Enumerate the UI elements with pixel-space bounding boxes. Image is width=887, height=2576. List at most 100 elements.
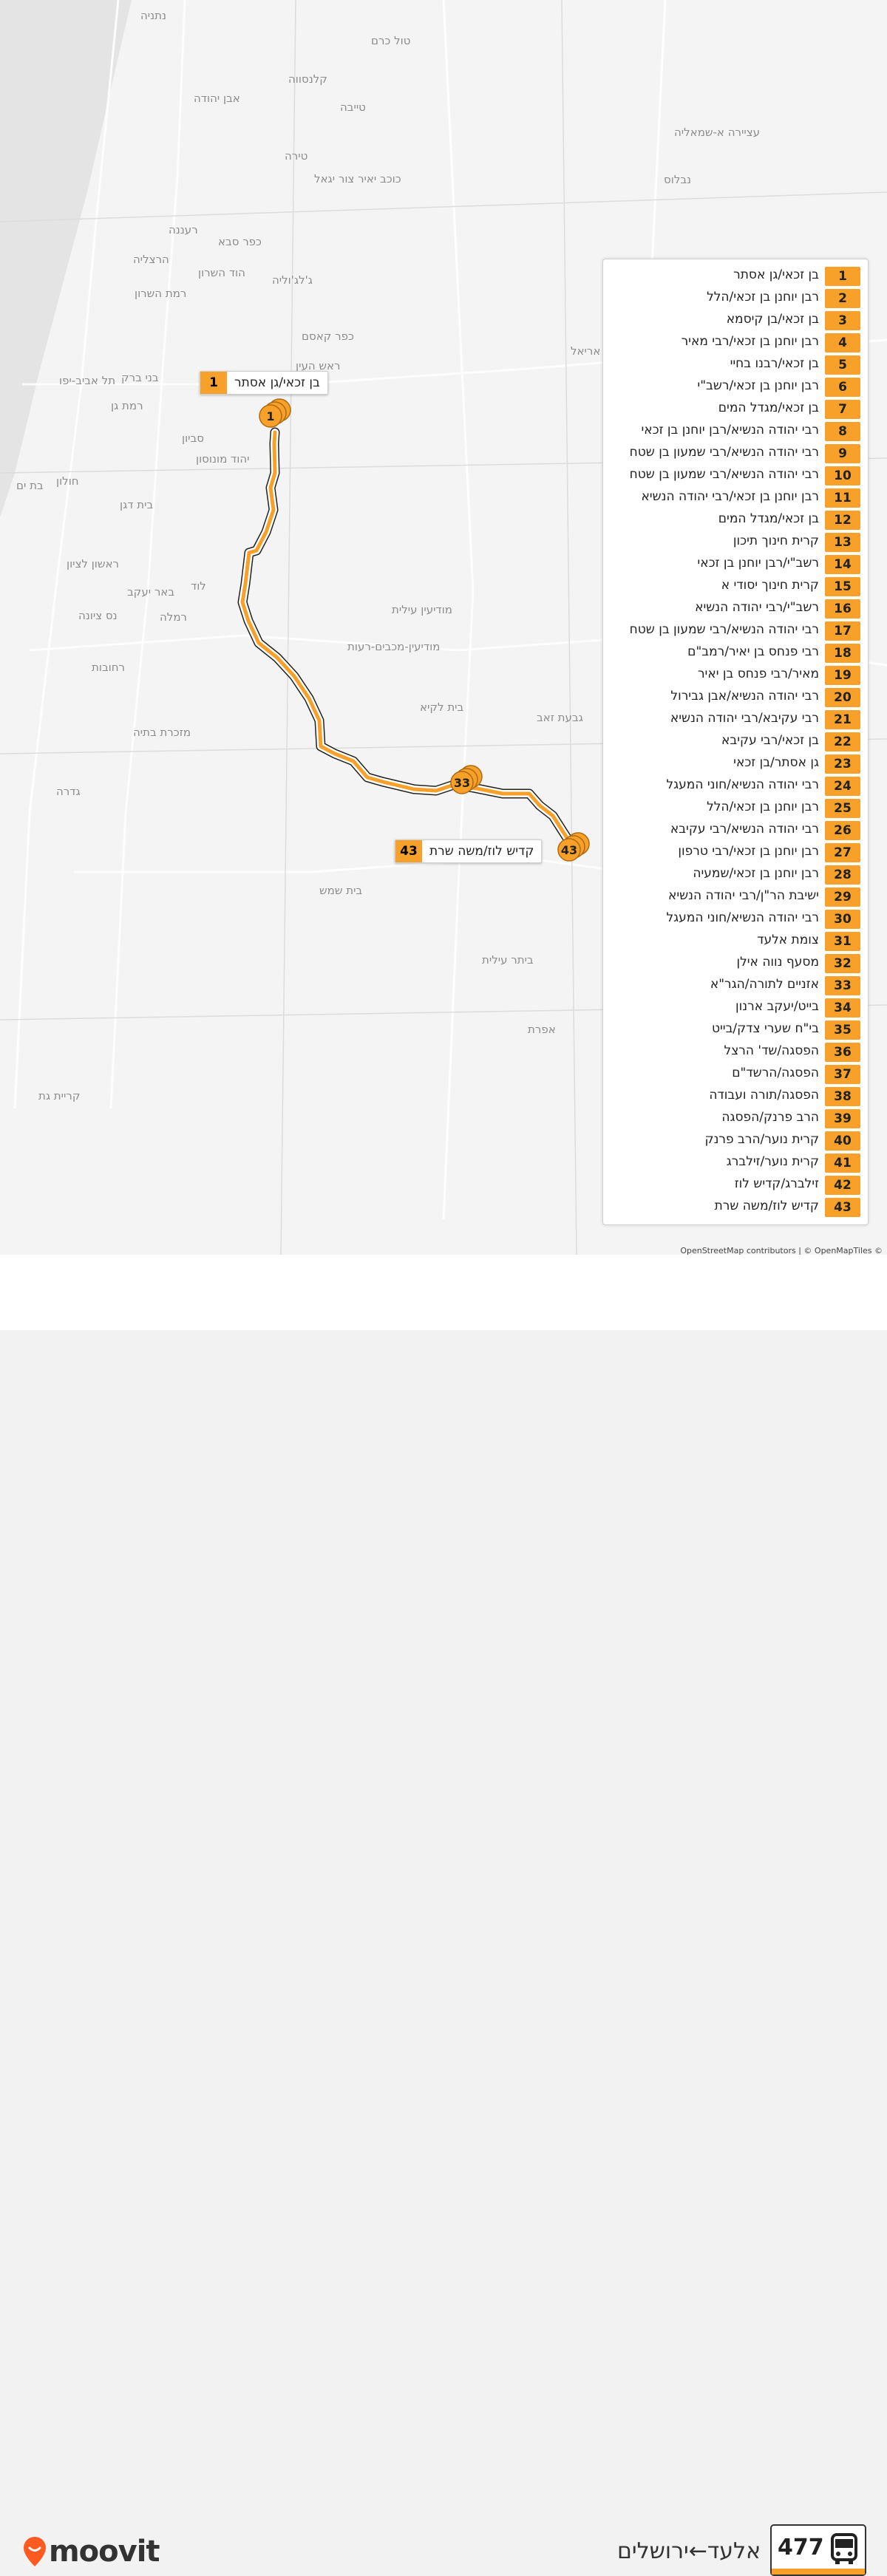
legend-stop-row[interactable]: 30 רבי יהודה הנשיא/חוני המעגל (603, 908, 868, 930)
legend-stop-name: רבי יהודה הנשיא/רבי עקיבא (670, 822, 819, 836)
legend-stop-number: 40 (825, 1131, 860, 1151)
legend-stop-row[interactable]: 43 קדיש לוז/משה שרת (603, 1196, 868, 1219)
legend-stop-row[interactable]: 37 הפסגה/הרשד"ם (603, 1063, 868, 1086)
legend-stop-row[interactable]: 31 צומת אלעד (603, 930, 868, 953)
stop-callout-name: קדיש לוז/משה שרת (429, 844, 534, 859)
route-color-bar (772, 2569, 865, 2575)
legend-stop-row[interactable]: 8 רבי יהודה הנשיא/רבן יוחנן בן זכאי (603, 420, 868, 443)
legend-stop-row[interactable]: 17 רבי יהודה הנשיא/רבי שמעון בן שטח (603, 620, 868, 642)
legend-stop-row[interactable]: 4 רבן יוחנן בן זכאי/רבי מאיר (603, 332, 868, 354)
legend-stop-row[interactable]: 20 רבי יהודה הנשיא/אבן גבירול (603, 686, 868, 709)
legend-stop-number: 41 (825, 1154, 860, 1173)
legend-stop-row[interactable]: 39 הרב פרנק/הפסגה (603, 1108, 868, 1130)
legend-stop-name: רבי יהודה הנשיא/רבי שמעון בן שטח (629, 622, 819, 637)
legend-stop-name: רבן יוחנן בן זכאי/הלל (707, 800, 819, 814)
town-label: מזכרת בתיה (133, 726, 191, 739)
legend-stop-name: רבי יהודה הנשיא/רבן יוחנן בן זכאי (641, 423, 819, 437)
legend-stop-name: רבי יהודה הנשיא/רבי שמעון בן שטח (629, 467, 819, 482)
legend-stop-number: 15 (825, 577, 860, 596)
town-label: עציירה א-שמאליה (674, 126, 760, 139)
legend-stop-name: מאיר/רבי פנחס בן יאיר (697, 667, 819, 681)
legend-stop-name: צומת אלעד (757, 933, 819, 947)
legend-stop-row[interactable]: 40 קרית נוער/הרב פרנק (603, 1130, 868, 1152)
town-label: רחובות (92, 661, 125, 674)
legend-stop-row[interactable]: 9 רבי יהודה הנשיא/רבי שמעון בן שטח (603, 443, 868, 465)
stop-callout-first[interactable]: 1 בן זכאי/גן אסתר (200, 371, 328, 395)
legend-stop-row[interactable]: 21 רבי עקיבא/רבי יהודה הנשיא (603, 709, 868, 731)
town-label: באר יעקב (127, 585, 174, 599)
legend-stop-row[interactable]: 19 מאיר/רבי פנחס בן יאיר (603, 664, 868, 686)
town-label: אפרת (528, 1023, 556, 1036)
legend-stop-number: 37 (825, 1065, 860, 1084)
legend-stop-row[interactable]: 36 הפסגה/שד' הרצל (603, 1041, 868, 1063)
legend-stop-name: גן אסתר/בן זכאי (733, 755, 819, 770)
legend-stop-row[interactable]: 10 רבי יהודה הנשיא/רבי שמעון בן שטח (603, 465, 868, 487)
legend-stop-number: 7 (825, 400, 860, 419)
moovit-logo[interactable]: moovit (22, 2535, 160, 2569)
legend-stop-row[interactable]: 24 רבי יהודה הנשיא/חוני המעגל (603, 775, 868, 797)
legend-stop-row[interactable]: 38 הפסגה/תורה ועבודה (603, 1086, 868, 1108)
stop-marker[interactable]: 43 (557, 832, 590, 862)
stop-marker[interactable]: 1 (259, 398, 291, 428)
legend-stop-number: 28 (825, 865, 860, 885)
legend-stop-row[interactable]: 7 בן זכאי/מגדל המים (603, 398, 868, 420)
legend-stop-number: 39 (825, 1109, 860, 1128)
legend-stop-row[interactable]: 34 בייט/יעקב ארנון (603, 997, 868, 1019)
town-label: אבן יהודה (194, 92, 240, 105)
stop-marker[interactable]: 33 (450, 765, 483, 794)
legend-stop-number: 13 (825, 533, 860, 552)
legend-stop-name: רבי יהודה הנשיא/חוני המעגל (666, 910, 819, 925)
legend-stop-row[interactable]: 33 אזניים לתורה/הגר"א (603, 975, 868, 997)
legend-stop-number: 11 (825, 488, 860, 508)
legend-stop-row[interactable]: 6 רבן יוחנן בן זכאי/רשב"י (603, 376, 868, 398)
legend-stop-row[interactable]: 42 זילברג/קדיש לוז (603, 1174, 868, 1196)
location-pin-icon (24, 2537, 46, 2566)
legend-stop-row[interactable]: 11 רבן יוחנן בן זכאי/רבי יהודה הנשיא (603, 487, 868, 509)
legend-stop-number: 4 (825, 333, 860, 352)
legend-stop-row[interactable]: 41 קרית נוער/זילברג (603, 1152, 868, 1174)
legend-stop-row[interactable]: 3 בן זכאי/בן קיסמא (603, 310, 868, 332)
legend-stop-name: רשב"י/רבי יהודה הנשיא (695, 600, 819, 615)
town-label: רעננה (169, 223, 198, 236)
legend-stop-name: קרית חינוך יסודי א (721, 578, 819, 593)
town-label: תל אביב-יפו (59, 374, 116, 387)
legend-stop-row[interactable]: 13 קרית חינוך תיכון (603, 531, 868, 553)
legend-stop-row[interactable]: 29 ישיבת הר"ן/רבי יהודה הנשיא (603, 886, 868, 908)
legend-stop-number: 27 (825, 843, 860, 862)
route-title: אלעד←ירושלים (617, 2538, 761, 2564)
legend-stop-row[interactable]: 23 גן אסתר/בן זכאי (603, 753, 868, 775)
legend-stop-row[interactable]: 5 בן זכאי/רבנו בחיי (603, 354, 868, 376)
legend-stop-row[interactable]: 18 רבי פנחס בן יאיר/רמב"ם (603, 642, 868, 664)
legend-stop-row[interactable]: 14 רשב"י/רבן יוחנן בן זכאי (603, 553, 868, 576)
map-attribution[interactable]: OpenStreetMap contributors | © OpenMapTi… (680, 1246, 883, 1255)
legend-stop-name: מסעף נווה אילן (736, 955, 819, 970)
legend-stop-name: רבי יהודה הנשיא/רבי שמעון בן שטח (629, 445, 819, 460)
legend-stop-row[interactable]: 32 מסעף נווה אילן (603, 953, 868, 975)
stop-marker-number: 43 (561, 843, 577, 857)
legend-stop-row[interactable]: 27 רבן יוחנן בן זכאי/רבי טרפון (603, 842, 868, 864)
route-badge[interactable]: 477 (770, 2524, 866, 2576)
legend-stop-row[interactable]: 35 בי"ח שערי צדק/בייט (603, 1019, 868, 1041)
legend-stop-row[interactable]: 2 רבן יוחנן בן זכאי/הלל (603, 287, 868, 310)
town-label: מודיעין עילית (392, 603, 452, 616)
legend-stop-number: 25 (825, 799, 860, 818)
stop-callout-number: 43 (395, 840, 422, 862)
legend-stop-row[interactable]: 16 רשב"י/רבי יהודה הנשיא (603, 598, 868, 620)
legend-stop-number: 32 (825, 954, 860, 973)
town-label: סביון (182, 432, 204, 445)
legend-stop-row[interactable]: 26 רבי יהודה הנשיא/רבי עקיבא (603, 820, 868, 842)
stop-callout-last[interactable]: 43 קדיש לוז/משה שרת (395, 839, 543, 863)
legend-stop-row[interactable]: 1 בן זכאי/גן אסתר (603, 265, 868, 287)
town-label: אריאל (571, 344, 601, 358)
legend-stop-row[interactable]: 28 רבן יוחנן בן זכאי/שמעיה (603, 864, 868, 886)
town-label: רמלה (160, 610, 187, 624)
legend-stop-row[interactable]: 12 בן זכאי/מגדל המים (603, 509, 868, 531)
legend-stop-number: 16 (825, 599, 860, 619)
legend-stop-number: 23 (825, 754, 860, 774)
legend-stop-row[interactable]: 22 בן זכאי/רבי עקיבא (603, 731, 868, 753)
legend-stop-number: 33 (825, 976, 860, 995)
legend-stop-row[interactable]: 25 רבן יוחנן בן זכאי/הלל (603, 797, 868, 820)
legend-stop-row[interactable]: 15 קרית חינוך יסודי א (603, 576, 868, 598)
legend-stop-number: 9 (825, 444, 860, 463)
sea (0, 0, 132, 517)
